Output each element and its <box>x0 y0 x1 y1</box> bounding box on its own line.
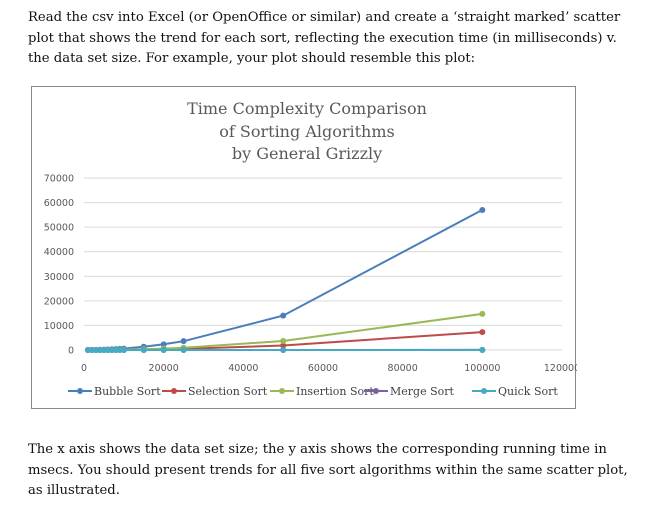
legend-swatch-marker <box>481 388 487 394</box>
quick-sort-point <box>160 346 167 353</box>
quick-sort-point <box>120 346 127 353</box>
y-tick-label: 50000 <box>44 223 74 234</box>
bubble-sort-line <box>87 209 483 351</box>
quick-sort-point <box>479 346 486 353</box>
series-quick-sort <box>84 346 486 353</box>
y-tick-label: 70000 <box>44 174 74 185</box>
x-tick-label: 120000 <box>544 363 577 374</box>
y-tick-label: 40000 <box>44 247 74 258</box>
instruction-paragraph: Read the csv into Excel (or OpenOffice o… <box>28 10 621 66</box>
x-tick-label: 60000 <box>308 363 338 374</box>
selection-sort-point <box>479 329 486 336</box>
x-tick-label: 0 <box>81 363 87 374</box>
legend-swatch-marker <box>279 388 285 394</box>
x-axis-ticks: 0 20000 40000 60000 80000 100000 120000 <box>81 363 577 374</box>
chart-title: Time Complexity Comparison of Sorting Al… <box>187 99 427 163</box>
bubble-sort-point <box>160 341 167 348</box>
legend-swatch-marker <box>171 388 177 394</box>
legend-label: Selection Sort <box>188 385 268 398</box>
y-axis-ticks: 0 10000 20000 30000 40000 50000 60000 70000 <box>44 174 74 357</box>
quick-sort-point <box>140 346 147 353</box>
chart-container: Time Complexity Comparison of Sorting Al… <box>31 86 577 409</box>
legend-swatch-marker <box>373 388 379 394</box>
bubble-sort-point <box>280 312 287 319</box>
legend-item-quick-sort: Quick Sort <box>472 385 558 398</box>
x-tick-label: 40000 <box>228 363 258 374</box>
chart-series <box>84 206 486 353</box>
legend-swatch-marker <box>77 388 83 394</box>
legend-label: Insertion Sort <box>296 385 374 398</box>
chart-title-line-2: of Sorting Algorithms <box>219 122 395 141</box>
chart-title-line-3: by General Grizzly <box>232 144 382 163</box>
x-tick-label: 80000 <box>388 363 418 374</box>
insertion-sort-point <box>479 310 486 317</box>
sorting-scatter-chart: Time Complexity Comparison of Sorting Al… <box>44 99 577 398</box>
quick-sort-point <box>180 346 187 353</box>
selection-sort-point <box>280 342 287 349</box>
y-tick-label: 20000 <box>44 296 74 307</box>
chart-legend: Bubble Sort Selection Sort Insertion Sort M… <box>68 385 558 398</box>
legend-item-bubble-sort: Bubble Sort <box>68 385 161 398</box>
quick-sort-point <box>280 346 287 353</box>
bubble-sort-point <box>180 338 187 345</box>
legend-label: Bubble Sort <box>94 385 161 398</box>
x-tick-label: 20000 <box>149 363 179 374</box>
x-tick-label: 100000 <box>464 363 500 374</box>
y-tick-label: 60000 <box>44 198 74 209</box>
y-tick-label: 10000 <box>44 321 74 332</box>
chart-gridlines <box>84 177 562 351</box>
legend-label: Quick Sort <box>498 385 558 398</box>
bubble-sort-point <box>479 206 486 213</box>
y-tick-label: 30000 <box>44 272 74 283</box>
legend-item-selection-sort: Selection Sort <box>162 385 268 398</box>
y-tick-label: 0 <box>68 346 74 357</box>
series-bubble-sort <box>84 206 486 353</box>
insertion-sort-point <box>280 337 287 344</box>
explanation-paragraph: The x axis shows the data set size; the … <box>28 442 628 498</box>
legend-label: Merge Sort <box>390 385 454 398</box>
legend-item-merge-sort: Merge Sort <box>364 385 454 398</box>
chart-title-line-1: Time Complexity Comparison <box>187 99 427 118</box>
legend-item-insertion-sort: Insertion Sort <box>270 385 374 398</box>
